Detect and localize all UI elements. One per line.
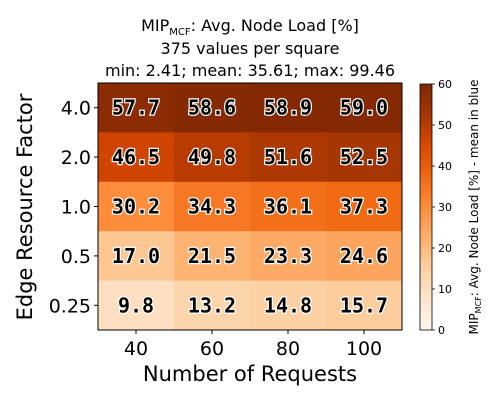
heatmap-cell [174, 231, 251, 282]
cell-value-label: 58.6 [188, 96, 236, 120]
colorbar-tick-label: 60 [438, 78, 452, 91]
heatmap-cell [98, 181, 175, 232]
y-tick-label: 4.0 [61, 98, 91, 120]
cell-value-label: 34.3 [188, 195, 236, 219]
heatmap-cell [174, 181, 251, 232]
heatmap-cell [98, 132, 175, 183]
chart-subtitle-stats: min: 2.41; mean: 35.61; max: 99.46 [104, 61, 396, 80]
cell-value-label: 46.5 [112, 145, 160, 169]
x-tick-label: 80 [276, 338, 300, 360]
cell-value-label: 14.8 [264, 293, 312, 317]
heatmap-cell [326, 83, 403, 133]
cell-value-label: 57.7 [112, 96, 160, 120]
heatmap-cell [98, 280, 175, 331]
cell-value-label: 58.9 [264, 96, 312, 120]
cell-value-label: 37.3 [340, 195, 388, 219]
chart-subtitle-count: 375 values per square [160, 39, 340, 58]
colorbar-tick-label: 50 [438, 119, 452, 132]
colorbar-tick-label: 30 [438, 201, 452, 214]
heatmap-cell [326, 231, 403, 282]
heatmap-cell [326, 280, 403, 331]
y-tick-label: 0.25 [49, 295, 91, 317]
x-tick-label: 100 [346, 338, 382, 360]
colorbar-label: MIPMCF: Avg. Node Load [%] - mean in blu… [467, 80, 483, 335]
heatmap-cell [98, 83, 175, 133]
y-tick-label: 1.0 [61, 197, 91, 219]
x-axis-label: Number of Requests [143, 362, 357, 386]
y-tick-label: 0.5 [61, 246, 91, 268]
cell-value-label: 17.0 [112, 244, 160, 268]
colorbar-tick-label: 10 [438, 283, 452, 296]
heatmap-cell [326, 181, 403, 232]
cell-value-label: 51.6 [264, 145, 312, 169]
y-axis-label: Edge Resource Factor [13, 93, 37, 320]
cell-value-label: 21.5 [188, 244, 236, 268]
cell-value-label: 15.7 [340, 293, 388, 317]
heatmap-cell [250, 280, 327, 331]
cell-value-label: 24.6 [340, 244, 388, 268]
heatmap-cell [250, 181, 327, 232]
cell-value-label: 23.3 [264, 244, 312, 268]
colorbar [419, 83, 433, 331]
cell-value-label: 49.8 [188, 145, 236, 169]
heatmap-cell [174, 83, 251, 133]
colorbar-tick-label: 40 [438, 160, 452, 173]
colorbar-tick-label: 0 [438, 324, 445, 337]
cell-value-label: 59.0 [340, 96, 388, 120]
x-tick-label: 60 [200, 338, 224, 360]
heatmap-cell [250, 231, 327, 282]
cell-value-label: 13.2 [188, 293, 236, 317]
cell-value-label: 52.5 [340, 145, 388, 169]
heatmap-cell [174, 132, 251, 183]
colorbar-tick-label: 20 [438, 242, 452, 255]
y-tick-label: 2.0 [61, 147, 91, 169]
chart-title: MIPMCF: Avg. Node Load [%] [141, 16, 359, 39]
cell-value-label: 30.2 [112, 195, 160, 219]
heatmap-cell [326, 132, 403, 183]
heatmap-cell [250, 83, 327, 133]
heatmap-cell [250, 132, 327, 183]
cell-value-label: 36.1 [264, 195, 312, 219]
cell-value-label: 9.8 [118, 293, 154, 317]
heatmap-cell [98, 231, 175, 282]
x-tick-label: 40 [124, 338, 148, 360]
heatmap-cell [174, 280, 251, 331]
